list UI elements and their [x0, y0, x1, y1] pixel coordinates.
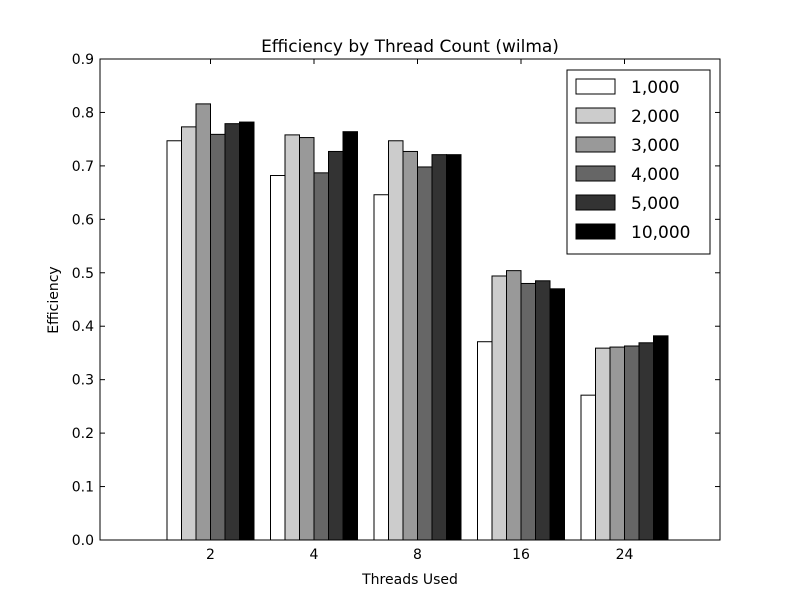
bars-group [166, 103, 669, 541]
x-tick-label: 8 [413, 547, 422, 563]
bar-16-2000 [491, 275, 507, 541]
bar-24-1000 [580, 394, 596, 541]
x-tick-label: 16 [512, 547, 530, 563]
x-axis-label: Threads Used [361, 572, 458, 588]
y-tick-label: 0.7 [72, 159, 94, 175]
x-tick-label: 2 [206, 547, 215, 563]
bar-4-10000 [342, 131, 358, 541]
legend: 1,000 2,000 3,000 4,000 5,000 10,000 [566, 69, 711, 255]
y-axis: 0.0 0.1 0.2 0.3 0.4 0.5 0.6 0.7 0.8 0.9 [72, 52, 720, 549]
bar-8-10000 [446, 154, 462, 541]
bar-16-1000 [477, 341, 493, 541]
bar-24-2000 [595, 347, 611, 541]
bar-2-5000 [224, 123, 240, 541]
y-tick-label: 0.4 [72, 319, 94, 335]
bar-4-1000 [270, 175, 286, 541]
legend-swatch-5000 [575, 194, 616, 211]
bar-2-1000 [166, 140, 182, 541]
bar-4-2000 [284, 134, 300, 541]
y-tick-label: 0.3 [72, 373, 94, 389]
y-tick-label: 0.1 [72, 480, 94, 496]
bar-8-1000 [373, 194, 389, 541]
bar-24-10000 [653, 335, 669, 541]
bar-24-4000 [624, 345, 640, 541]
bar-24-5000 [638, 342, 654, 541]
chart-title: Efficiency by Thread Count (wilma) [261, 37, 559, 57]
bar-8-3000 [402, 150, 418, 541]
bar-8-4000 [417, 166, 433, 541]
bar-16-5000 [535, 280, 551, 541]
legend-box [566, 69, 711, 255]
x-tick-label: 4 [310, 547, 319, 563]
x-axis: 2 4 8 16 24 [206, 59, 633, 563]
legend-swatch-4000 [575, 165, 616, 182]
legend-swatch-2000 [575, 107, 616, 124]
legend-swatch-1000 [575, 78, 616, 95]
bar-8-5000 [431, 154, 447, 541]
legend-swatch-3000 [575, 136, 616, 153]
y-tick-label: 0.6 [72, 212, 94, 228]
bar-4-4000 [313, 172, 329, 541]
bar-8-2000 [388, 140, 404, 541]
bar-2-3000 [195, 103, 211, 541]
legend-label-3000: 3,000 [631, 136, 680, 156]
y-tick-label: 0.5 [72, 266, 94, 282]
y-tick-label: 0.2 [72, 426, 94, 442]
y-tick-label: 0.8 [72, 105, 94, 121]
bar-4-5000 [328, 150, 344, 541]
bar-2-2000 [181, 126, 197, 541]
y-tick-label: 0.9 [72, 52, 94, 68]
legend-swatch-10000 [575, 223, 616, 240]
legend-label-4000: 4,000 [631, 165, 680, 185]
y-axis-label: Efficiency [46, 266, 62, 333]
legend-label-1000: 1,000 [631, 78, 680, 98]
bar-16-3000 [506, 270, 522, 541]
bar-16-4000 [520, 282, 536, 541]
y-tick-label: 0.0 [72, 533, 94, 549]
bar-2-10000 [239, 121, 255, 541]
plot-frame [99, 58, 721, 541]
bar-2-4000 [210, 133, 226, 541]
bar-24-3000 [609, 346, 625, 541]
legend-label-5000: 5,000 [631, 194, 680, 214]
bar-4-3000 [299, 137, 315, 541]
legend-label-2000: 2,000 [631, 107, 680, 127]
x-tick-label: 24 [616, 547, 634, 563]
legend-label-10000: 10,000 [631, 223, 690, 243]
bar-16-10000 [549, 288, 565, 541]
